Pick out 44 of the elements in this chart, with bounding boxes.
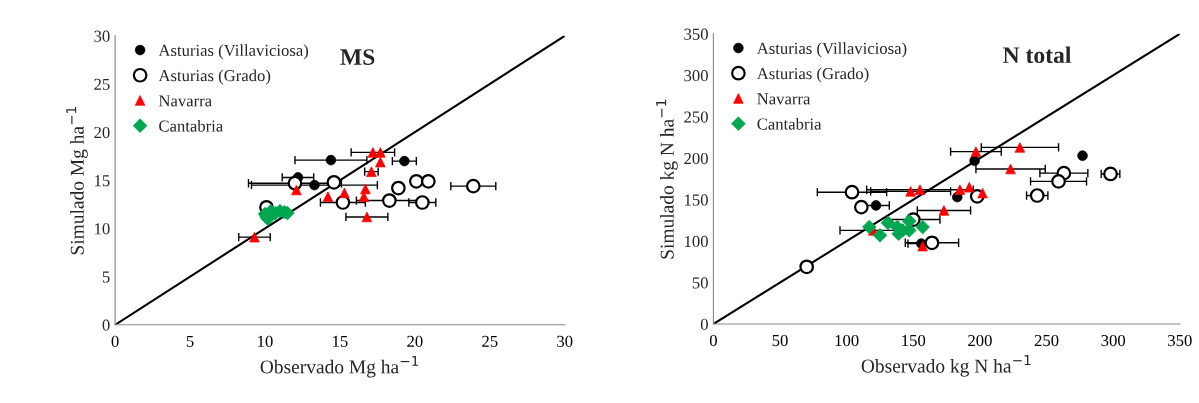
y-tick-label: 200 [684, 152, 708, 165]
legend-label: Asturias (Grado) [756, 67, 869, 83]
legend-label: Asturias (Villaviciosa) [158, 44, 309, 60]
x-tick-label: 50 [772, 334, 788, 347]
x-tick-label: 0 [709, 334, 717, 347]
y-tick-label: 250 [684, 111, 708, 123]
y-axis-title: Simulado Mg ha$^{−1}$ [66, 106, 88, 255]
y-tick-label: 350 [684, 28, 708, 40]
y-tick-label: 50 [692, 277, 708, 289]
y-tick-label: 15 [95, 175, 110, 187]
x-tick-label: 0 [111, 335, 119, 347]
x-tick-label: 250 [1034, 334, 1059, 347]
chart-title: N total [1003, 46, 1072, 64]
x-tick-label: 20 [407, 335, 423, 347]
x-tick-label: 150 [902, 334, 926, 347]
y-tick-label: 5 [102, 271, 110, 283]
x-tick-label: 10 [258, 335, 273, 347]
legend-label: Asturias (Villaviciosa) [756, 42, 907, 58]
x-tick-label: 350 [1168, 334, 1192, 347]
y-axis-title: Simulado kg N ha$^{−1}$ [656, 99, 678, 259]
y-tick-label: 25 [94, 78, 110, 90]
y-tick-label: 20 [94, 126, 110, 139]
y-tick-label: 150 [685, 194, 708, 206]
y-tick-label: 30 [94, 30, 110, 42]
x-tick-label: 100 [835, 334, 859, 347]
x-axis-title: Observado Mg ha$^{−1}$ [260, 355, 419, 378]
x-tick-label: 200 [968, 334, 992, 347]
y-tick-label: 10 [95, 223, 110, 235]
y-tick-label: 300 [684, 70, 708, 82]
legend-label: Navarra [158, 95, 212, 107]
x-axis-title: Observado kg N ha$^{−1}$ [861, 355, 1031, 377]
y-tick-label: 100 [685, 235, 708, 248]
x-tick-label: 300 [1101, 334, 1126, 347]
x-tick-label: 5 [186, 335, 194, 347]
x-tick-label: 15 [333, 335, 348, 347]
x-tick-label: 25 [482, 335, 498, 347]
legend-label: Asturias (Grado) [158, 69, 271, 85]
x-tick-label: 30 [557, 335, 573, 347]
chart-title: MS [340, 49, 375, 65]
y-tick-label: 0 [102, 319, 110, 331]
y-tick-label: 0 [700, 318, 708, 330]
legend-label: Navarra [757, 93, 811, 105]
legend-label: Cantabria [159, 119, 223, 132]
legend-label: Cantabria [757, 117, 822, 130]
